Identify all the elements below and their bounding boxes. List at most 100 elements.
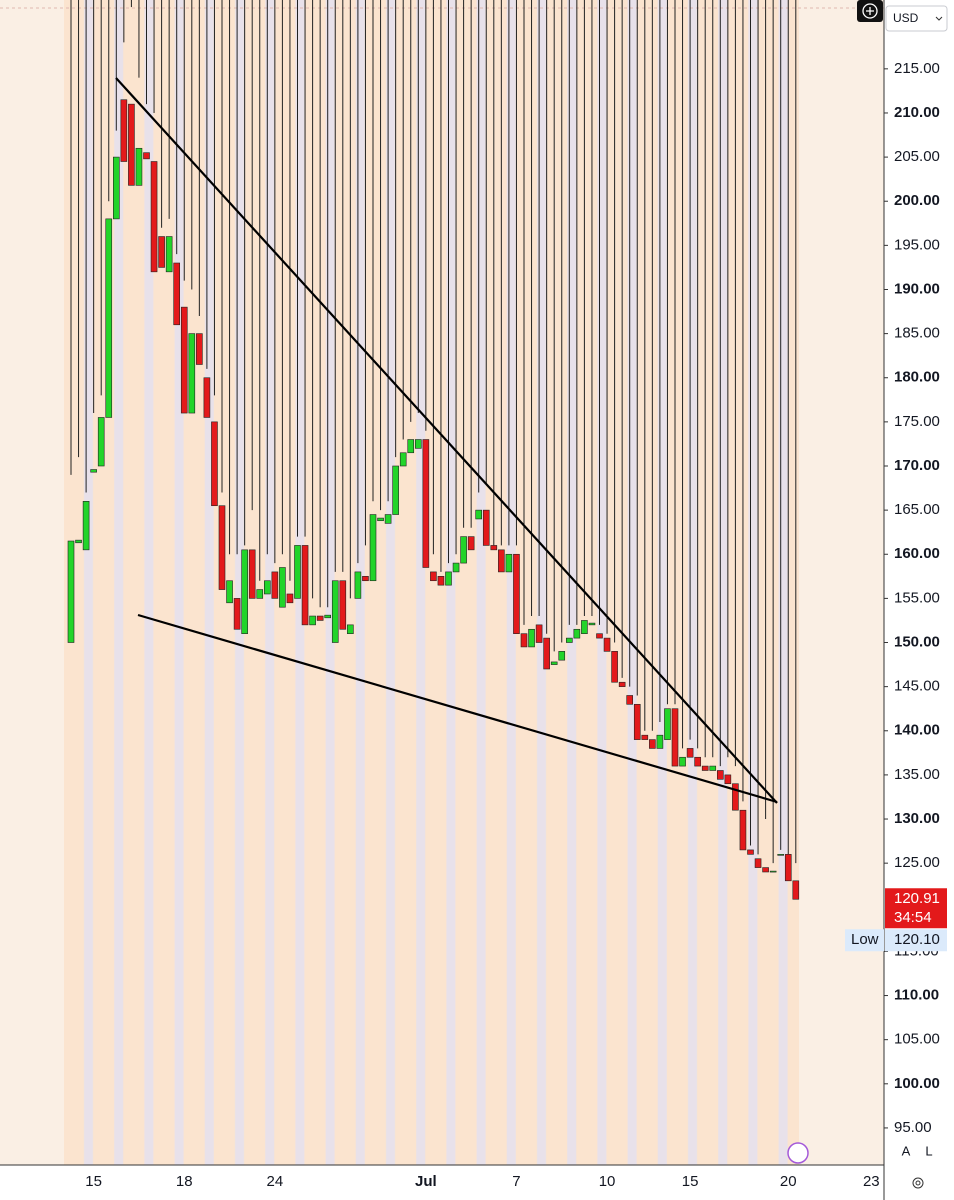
candle-body	[452, 562, 460, 573]
candle-body	[732, 783, 739, 811]
candle-body	[362, 576, 369, 582]
candle-body	[603, 637, 611, 652]
candle-body	[633, 703, 641, 740]
candle-body	[331, 580, 339, 643]
y-tick-label: 110.00	[894, 987, 939, 1004]
candle-body	[422, 439, 430, 568]
candle-body	[150, 161, 158, 273]
candle-body	[498, 549, 505, 573]
candle-body	[75, 539, 82, 544]
y-tick-label: 105.00	[894, 1031, 940, 1048]
candle-body	[120, 99, 128, 162]
candle-body	[128, 103, 135, 186]
y-tick-label: 200.00	[894, 192, 940, 209]
candle-body	[97, 417, 105, 467]
y-tick-label: 155.00	[894, 589, 940, 606]
candle-body	[754, 858, 762, 868]
candle-body	[550, 661, 558, 665]
candle-body	[482, 509, 490, 546]
candle-body	[241, 549, 248, 634]
candle-body	[679, 756, 686, 767]
trend-line-lower[interactable]	[137, 613, 778, 804]
last-price-label: 120.91	[894, 890, 940, 907]
log-scale-button[interactable]: L	[925, 1143, 932, 1158]
y-tick-label: 160.00	[894, 545, 940, 562]
y-tick-label: 175.00	[894, 413, 940, 430]
candle-body	[279, 567, 286, 608]
candle-body	[339, 580, 347, 630]
candle-body	[392, 465, 399, 515]
candle-body	[505, 553, 513, 573]
candle-body	[105, 218, 113, 418]
candle-body	[135, 147, 143, 186]
settings-icon	[915, 1180, 921, 1186]
candle-body	[716, 770, 724, 780]
countdown: 34:54	[894, 909, 932, 926]
candle-body	[460, 536, 467, 564]
candle-body	[414, 439, 422, 449]
candle-body	[263, 580, 271, 595]
y-tick-label: 150.00	[894, 633, 940, 650]
candle-body	[377, 517, 384, 522]
candle-body	[701, 765, 709, 771]
candle-body	[188, 333, 196, 414]
candle-body	[784, 854, 792, 882]
y-tick-label: 205.00	[894, 148, 940, 165]
last-price-box	[885, 888, 947, 929]
candle-body	[218, 505, 226, 590]
x-tick-label: 15	[85, 1173, 102, 1190]
currency-dropdown[interactable]	[885, 5, 948, 32]
candle-body	[573, 628, 581, 639]
candle-body	[762, 867, 769, 873]
candle-body	[490, 545, 498, 551]
candle-body	[747, 849, 754, 855]
candle-body	[520, 633, 528, 648]
candle-body	[437, 576, 445, 586]
settings-icon[interactable]	[912, 1177, 924, 1189]
candle-body	[596, 633, 603, 639]
auto-scale-button[interactable]: A	[902, 1143, 911, 1158]
x-tick-label: 7	[512, 1173, 520, 1190]
candle-body	[143, 152, 150, 160]
candle-body	[664, 708, 671, 740]
candle-body	[248, 549, 256, 599]
candle-body	[347, 624, 354, 634]
candle-body	[324, 614, 332, 619]
candle-body	[384, 514, 392, 524]
y-tick-label: 140.00	[894, 722, 940, 739]
candle-body	[286, 593, 294, 604]
x-tick-label: 23	[863, 1173, 880, 1190]
candle-body	[513, 553, 520, 634]
assistant-icon[interactable]	[787, 1142, 809, 1164]
y-tick-label: 190.00	[894, 280, 940, 297]
candle-body	[724, 774, 732, 785]
add-icon	[866, 7, 874, 15]
candle-body	[535, 624, 543, 643]
candle-body	[316, 615, 324, 621]
candle-body	[256, 589, 264, 599]
x-tick-label: 20	[780, 1173, 797, 1190]
trend-line-upper[interactable]	[115, 77, 778, 804]
candle-body	[649, 739, 656, 749]
candle-body	[626, 695, 634, 705]
candle-body	[180, 306, 188, 414]
candle-body	[588, 622, 596, 626]
y-tick-label: 215.00	[894, 60, 940, 77]
y-tick-label: 135.00	[894, 766, 940, 783]
candle-body	[354, 571, 362, 599]
time-axis	[0, 1165, 884, 1200]
candle-body	[67, 540, 75, 643]
candle-body	[90, 469, 97, 473]
candle-body	[671, 708, 679, 767]
y-tick-label: 130.00	[894, 810, 940, 827]
session-stripes	[64, 0, 799, 1165]
candle-body	[399, 452, 407, 467]
candle-body	[467, 536, 475, 551]
candle-body	[528, 628, 535, 648]
x-tick-label: Jul	[415, 1173, 437, 1190]
y-tick-label: 165.00	[894, 501, 940, 518]
candle-body	[369, 514, 377, 582]
candle-body	[792, 880, 800, 900]
